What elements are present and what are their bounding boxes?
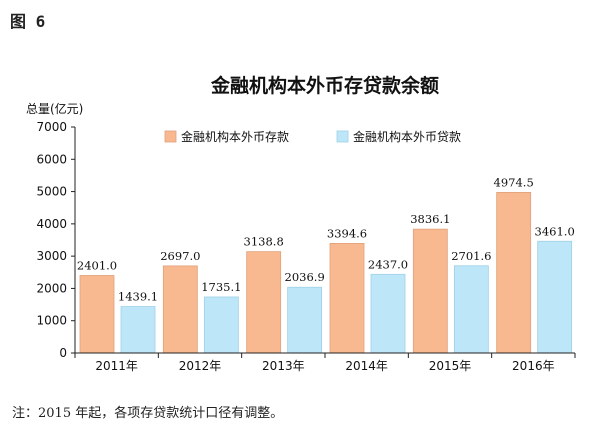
- legend-deposit-swatch: [164, 130, 177, 143]
- deposit-bar: [329, 243, 365, 354]
- x-tick-label: 2014年: [345, 359, 388, 373]
- loan-data-label: 2437.0: [368, 257, 408, 271]
- deposit-data-label: 4974.5: [494, 175, 534, 189]
- y-tick-label: 3000: [36, 249, 67, 263]
- footnote: 注：2015 年起，各项存贷款统计口径有调整。: [12, 406, 284, 421]
- x-tick-label: 2015年: [429, 359, 472, 373]
- deposit-data-label: 2401.0: [77, 258, 117, 272]
- x-tick-label: 2011年: [95, 359, 138, 373]
- loan-bar: [287, 286, 323, 354]
- loan-data-label: 3461.0: [535, 224, 575, 238]
- deposit-data-label: 3138.8: [244, 235, 284, 249]
- y-axis-label: 总量(亿元): [26, 101, 83, 116]
- x-tick-label: 2016年: [512, 359, 555, 373]
- loan-bar: [370, 273, 406, 354]
- deposit-data-label: 2697.0: [160, 249, 200, 263]
- deposit-bar: [246, 251, 282, 354]
- y-tick-label: 0: [59, 346, 67, 360]
- chart-title: 金融机构本外币存贷款余额: [210, 74, 439, 97]
- deposit-bar: [412, 228, 448, 354]
- loan-data-label: 2036.9: [285, 270, 325, 284]
- loan-bar: [203, 296, 239, 354]
- loan-data-label: 1439.1: [118, 290, 158, 304]
- y-tick-label: 2000: [36, 281, 67, 295]
- loan-data-label: 1735.1: [201, 280, 241, 294]
- loan-bar: [537, 240, 573, 354]
- y-tick-label: 5000: [36, 185, 67, 199]
- legend-loan-label: 金融机构本外币贷款: [353, 129, 461, 144]
- deposit-data-label: 3394.6: [327, 226, 367, 240]
- loan-data-label: 2701.6: [451, 249, 491, 263]
- y-tick-label: 4000: [36, 217, 67, 231]
- y-tick-label: 7000: [36, 120, 67, 134]
- deposit-bar: [496, 191, 532, 354]
- deposit-bar: [162, 265, 198, 354]
- figure-label: 图 6: [10, 12, 46, 31]
- legend-deposit-label: 金融机构本外币存款: [181, 129, 289, 144]
- loan-bar: [453, 265, 489, 354]
- x-tick-label: 2013年: [262, 359, 305, 373]
- legend-loan-swatch: [336, 130, 349, 143]
- deposit-bar: [79, 275, 115, 354]
- loan-bar: [120, 306, 156, 354]
- deposit-data-label: 3836.1: [410, 212, 450, 226]
- y-tick-label: 6000: [36, 152, 67, 166]
- y-tick-label: 1000: [36, 314, 67, 328]
- x-tick-label: 2012年: [179, 359, 222, 373]
